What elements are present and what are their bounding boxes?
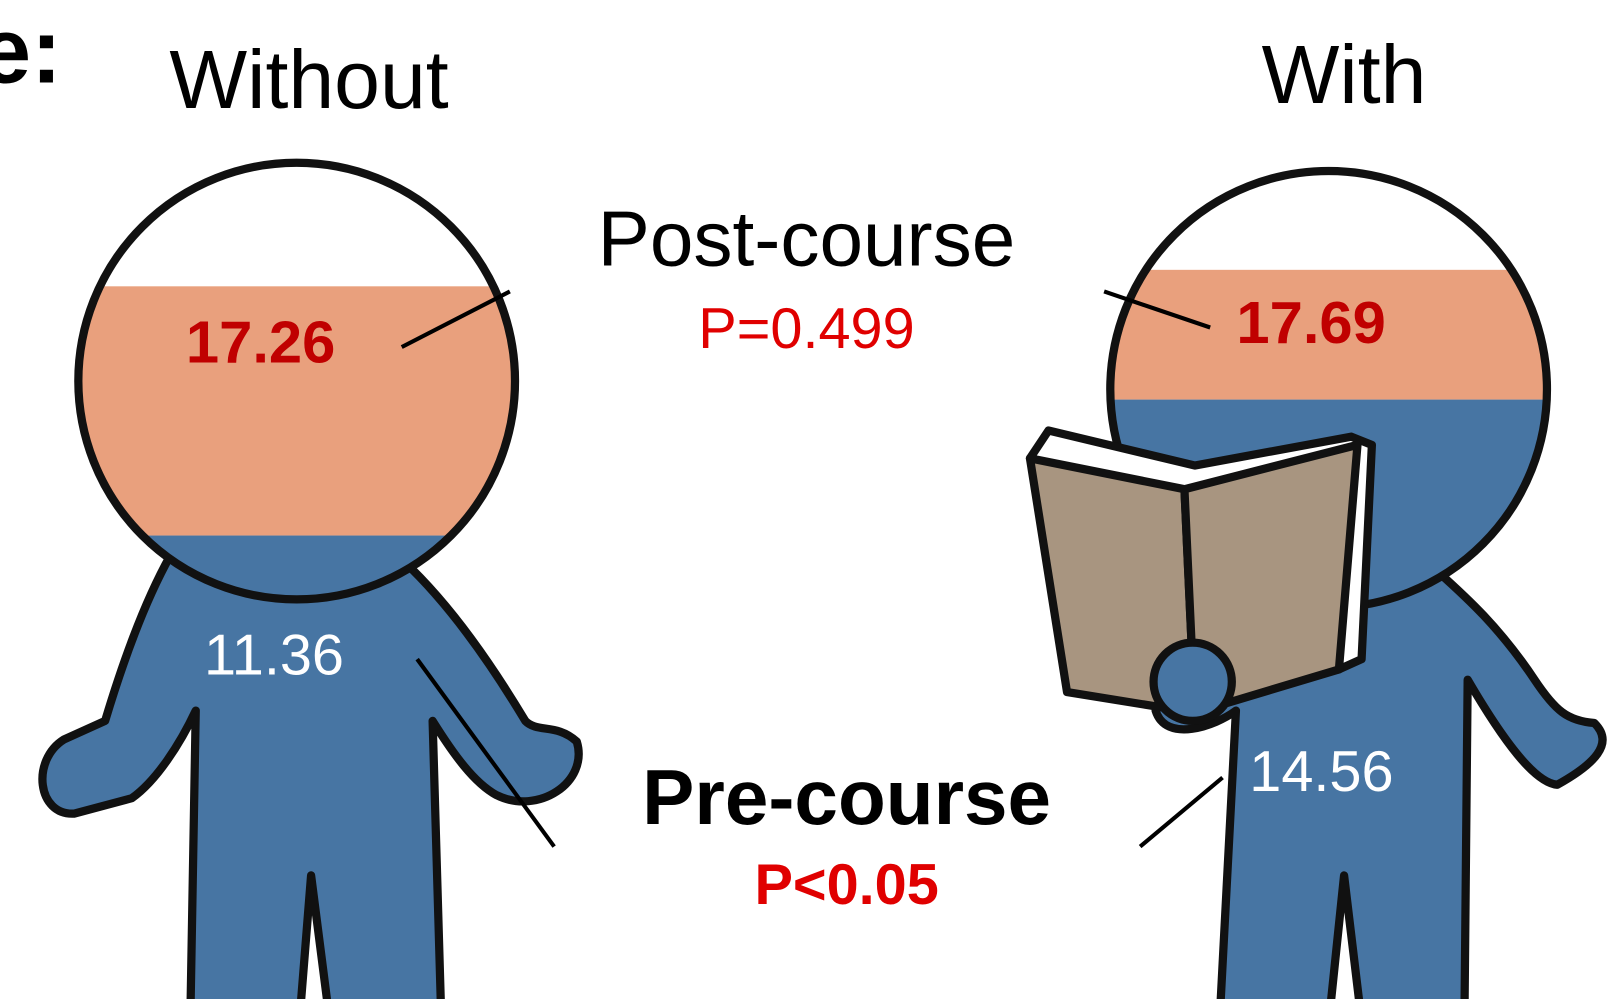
post-score: 17.26 <box>186 309 335 376</box>
page: {"corner_label": "e:", "groups": [ {"lab… <box>0 0 1615 999</box>
p-value: P<0.05 <box>754 853 938 917</box>
comparison-label: Post-course <box>598 195 1016 283</box>
comparison-label: Pre-course <box>642 753 1051 841</box>
corner-label: e: <box>0 0 62 102</box>
p-value: P=0.499 <box>698 297 914 361</box>
hand <box>1154 643 1232 721</box>
group-label: Without <box>169 34 448 126</box>
infographic: e: Without With Post-course P=0.499 17.2… <box>0 0 1615 999</box>
pointer-line <box>1140 778 1222 847</box>
body <box>42 556 578 999</box>
pre-score: 14.56 <box>1249 740 1393 804</box>
figure-without <box>42 154 578 999</box>
pre-score: 11.36 <box>204 624 344 688</box>
body: e: Without With Post-course P=0.499 17.2… <box>0 0 1615 999</box>
group-label: With <box>1262 29 1427 121</box>
head-fill <box>72 154 525 607</box>
post-score: 17.69 <box>1236 289 1385 356</box>
